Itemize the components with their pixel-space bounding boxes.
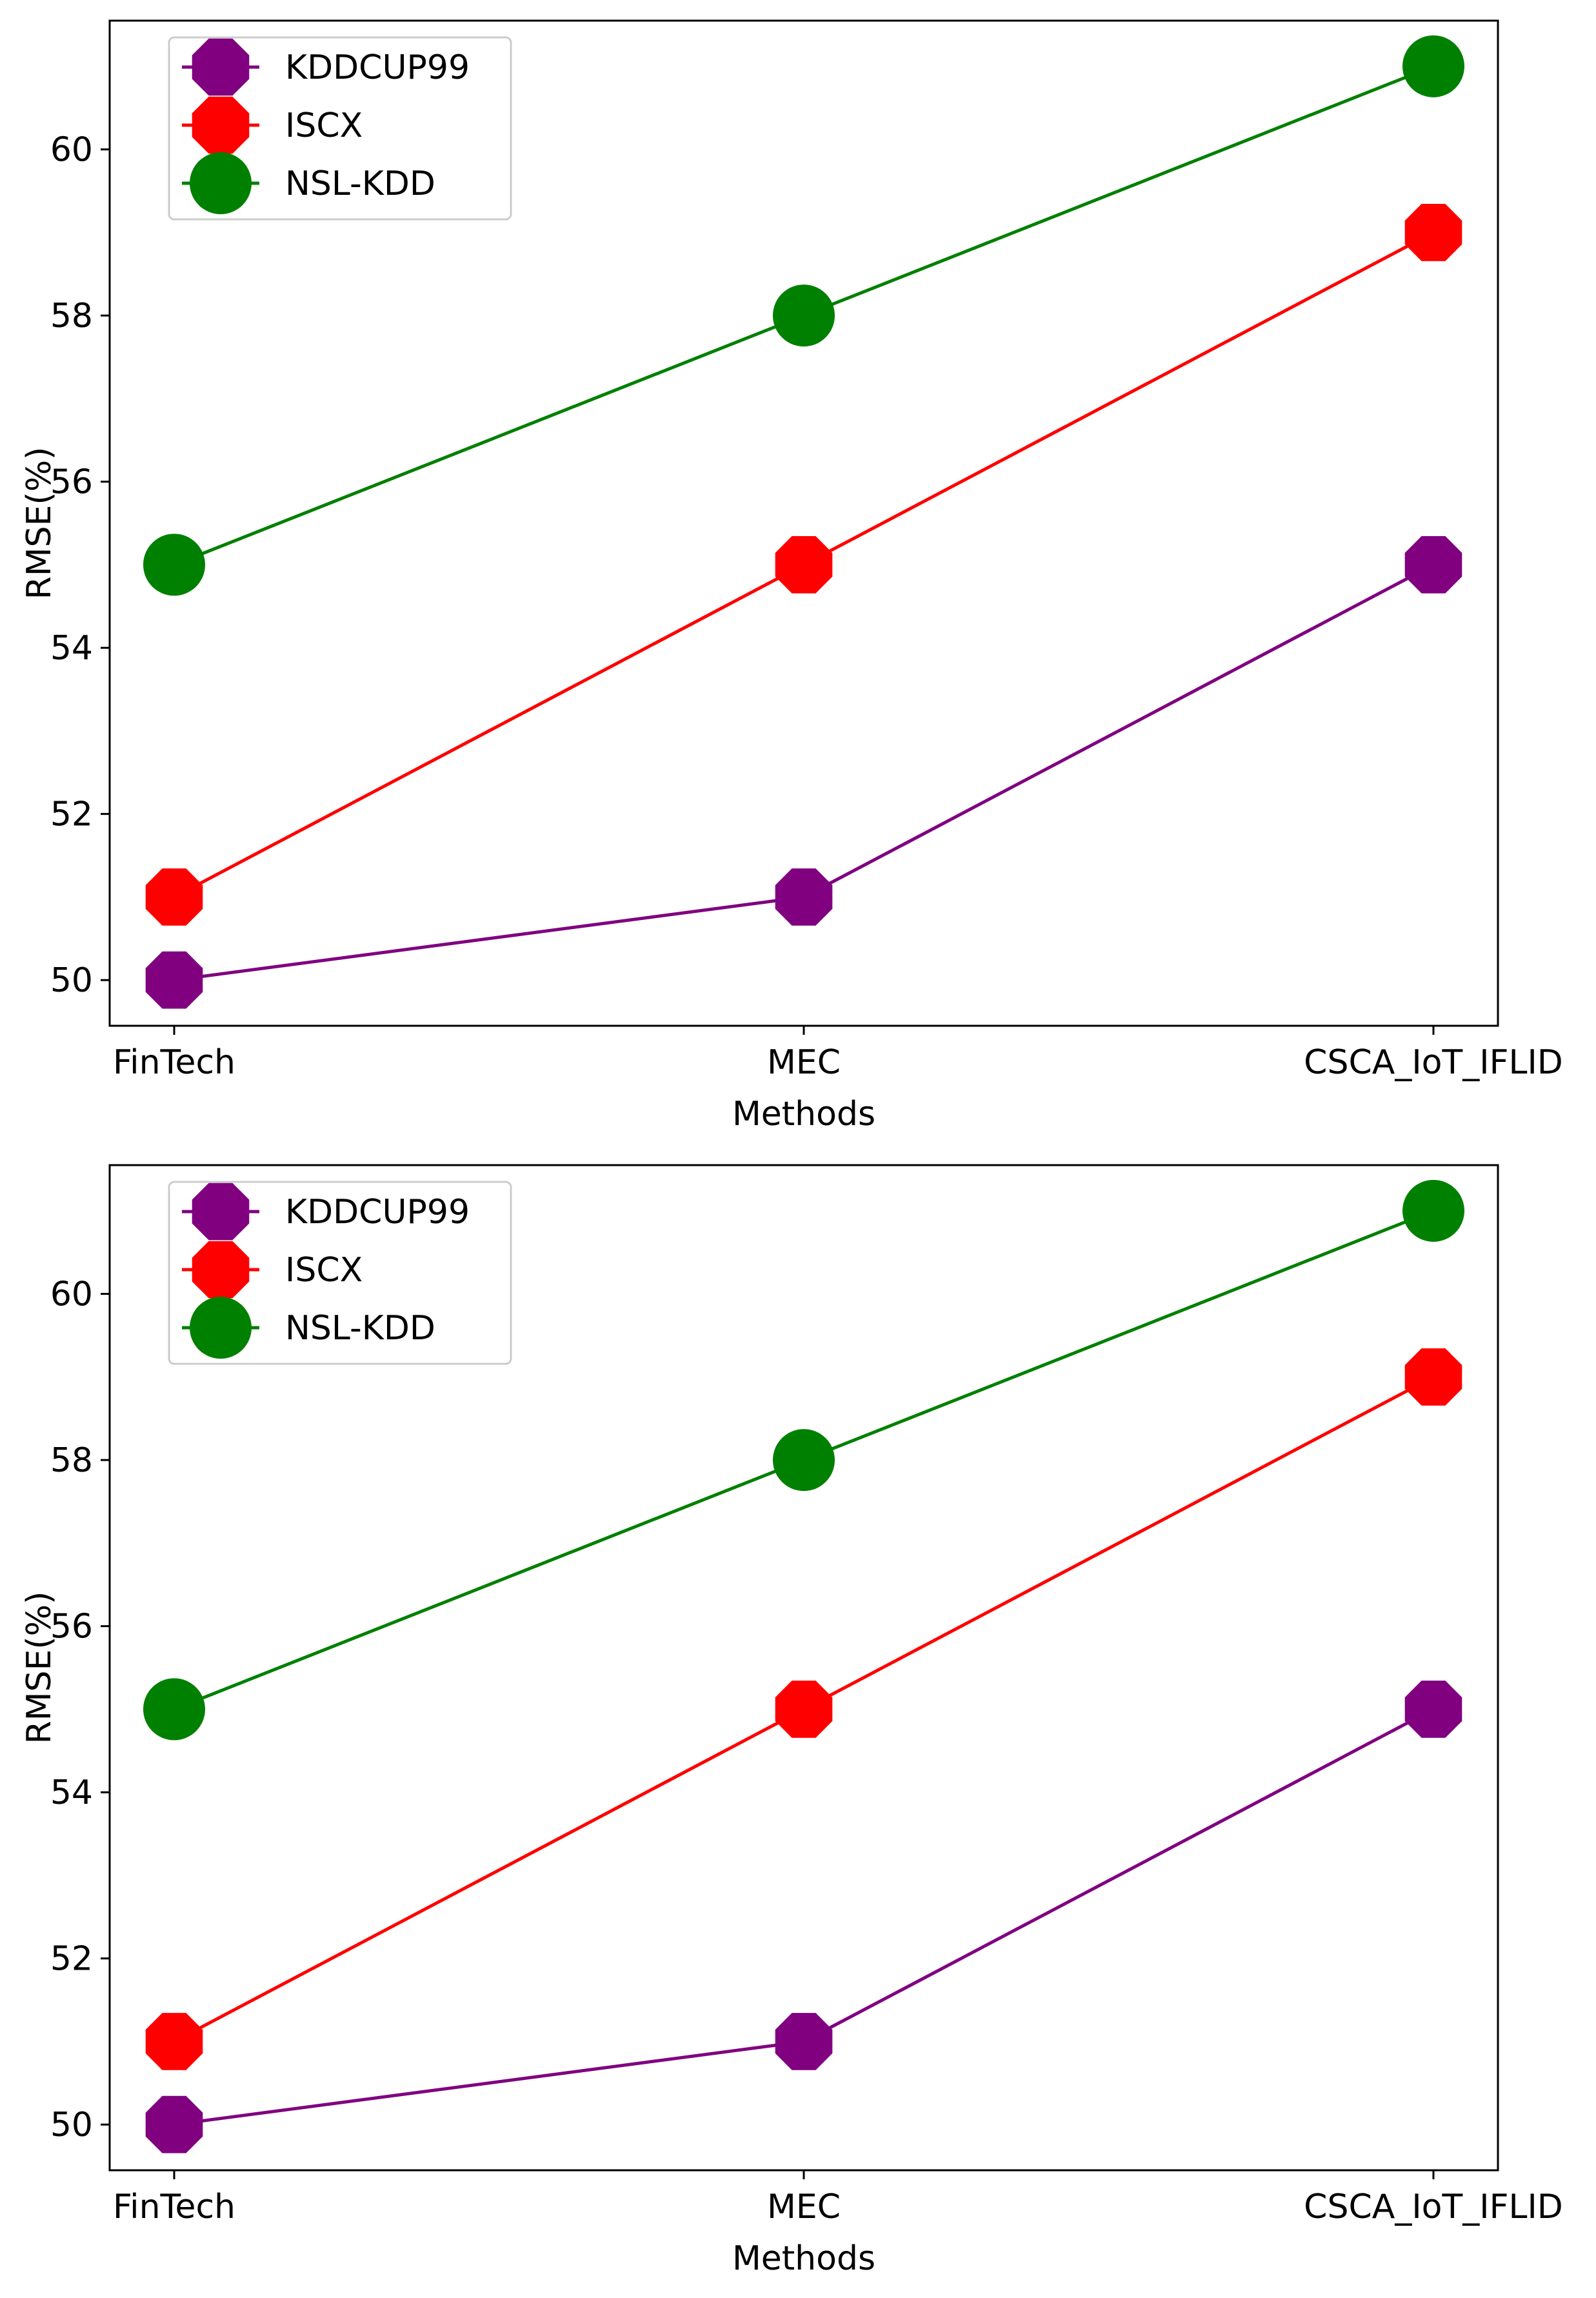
y-tick-label: 54	[50, 1773, 93, 1812]
data-point-kddcup99-csca_iot_iflid	[1404, 1681, 1462, 1738]
y-axis-label: RMSE(%)	[20, 447, 59, 600]
legend-marker-nsl-kdd	[190, 152, 252, 214]
data-point-nsl-kdd-mec	[773, 1429, 835, 1492]
data-point-kddcup99-mec	[775, 2013, 833, 2070]
data-point-nsl-kdd-mec	[773, 285, 835, 347]
data-point-iscx-fintech	[145, 868, 203, 926]
y-tick-label: 60	[50, 1275, 93, 1314]
x-tick-label: CSCA_IoT_IFLID	[1304, 1043, 1563, 1082]
x-axis-label: Methods	[732, 1095, 875, 1134]
x-tick-label: FinTech	[113, 2188, 235, 2226]
y-tick-label: 54	[50, 629, 93, 668]
x-tick-label: FinTech	[113, 1043, 235, 1082]
legend-marker-iscx	[192, 1241, 250, 1299]
legend-box	[168, 36, 512, 221]
y-tick-label: 56	[50, 463, 93, 502]
x-tick-label: MEC	[767, 1043, 841, 1082]
chart-top: 50 52 54 56 58 60 FinTech MEC CSCA_IoT_IFLID Meth…	[20, 19, 1563, 1134]
data-point-iscx-fintech	[145, 2013, 203, 2070]
y-axis-label: RMSE(%)	[20, 1592, 59, 1744]
y-tick-label: 58	[50, 297, 93, 335]
y-tick-label: 58	[50, 1441, 93, 1480]
y-tick-label: 52	[50, 1940, 93, 1979]
legend-marker-iscx	[192, 96, 250, 154]
legend-label-kddcup99: KDDCUP99	[285, 1193, 470, 1232]
x-tick-label: MEC	[767, 2188, 841, 2226]
legend-label-iscx: ISCX	[285, 1251, 363, 1290]
y-tick-label: 52	[50, 795, 93, 834]
data-point-nsl-kdd-fintech	[143, 1678, 205, 1741]
legend-label-kddcup99: KDDCUP99	[285, 48, 470, 87]
legend-box	[168, 1181, 512, 1365]
data-point-kddcup99-fintech	[145, 951, 203, 1009]
legend-label-iscx: ISCX	[285, 106, 363, 145]
legend-label-nsl-kdd: NSL-KDD	[285, 165, 435, 203]
data-point-iscx-mec	[775, 536, 833, 594]
y-tick-label: 56	[50, 1608, 93, 1646]
legend-marker-kddcup99	[192, 1183, 250, 1241]
data-point-iscx-csca_iot_iflid	[1404, 204, 1462, 261]
data-point-kddcup99-fintech	[145, 2095, 203, 2153]
x-tick-label: CSCA_IoT_IFLID	[1304, 2188, 1563, 2226]
data-point-kddcup99-mec	[775, 868, 833, 926]
x-axis-label: Methods	[732, 2239, 875, 2278]
data-point-nsl-kdd-csca_iot_iflid	[1402, 35, 1464, 97]
legend-label-nsl-kdd: NSL-KDD	[285, 1309, 435, 1348]
y-tick-label: 50	[50, 2106, 93, 2144]
data-point-nsl-kdd-csca_iot_iflid	[1402, 1179, 1464, 1242]
data-point-kddcup99-csca_iot_iflid	[1404, 536, 1462, 594]
legend-marker-nsl-kdd	[190, 1297, 252, 1359]
y-tick-label: 60	[50, 131, 93, 170]
legend: KDDCUP99 ISCX NSL-KDD	[168, 36, 512, 221]
chart-bottom: 50 52 54 56 58 60 FinTech MEC CSCA_IoT_IFLID Meth…	[20, 1164, 1563, 2278]
y-tick-label: 50	[50, 961, 93, 1000]
data-point-nsl-kdd-fintech	[143, 534, 205, 596]
data-point-iscx-csca_iot_iflid	[1404, 1348, 1462, 1406]
legend: KDDCUP99 ISCX NSL-KDD	[168, 1181, 512, 1365]
data-point-iscx-mec	[775, 1681, 833, 1738]
legend-marker-kddcup99	[192, 38, 250, 96]
